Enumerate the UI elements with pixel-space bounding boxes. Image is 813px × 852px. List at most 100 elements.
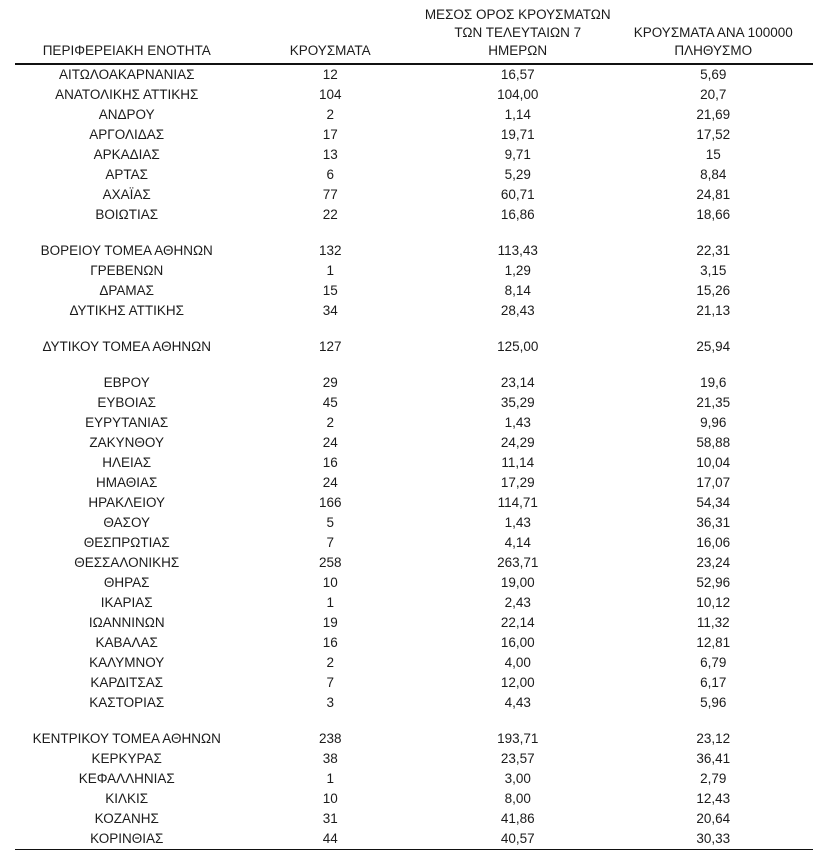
- region-cell: ΗΛΕΙΑΣ: [102, 455, 152, 470]
- region-cell: ΕΒΡΟΥ: [103, 375, 150, 390]
- avg7-cell: 8,14: [504, 283, 531, 298]
- region-cell: ΘΑΣΟΥ: [103, 515, 151, 530]
- avg7-cell: 263,71: [497, 555, 539, 570]
- cases-cell: 15: [322, 283, 338, 298]
- avg7-cell: 125,00: [497, 339, 539, 354]
- per100k-cell: 23,24: [696, 555, 731, 570]
- per100k-cell: 20,7: [700, 87, 727, 102]
- per100k-cell: 18,66: [696, 207, 731, 222]
- table-row: ΕΥΡΥΤΑΝΙΑΣ 2 1,43 9,96: [15, 413, 813, 433]
- cases-cell: 1: [326, 263, 334, 278]
- table-row: ΖΑΚΥΝΘΟΥ 24 24,29 58,88: [15, 433, 813, 453]
- table-row: ΕΒΡΟΥ 29 23,14 19,6: [15, 373, 813, 393]
- per100k-cell: 21,69: [696, 107, 731, 122]
- per100k-cell: 19,6: [700, 375, 727, 390]
- avg7-cell: 3,00: [504, 771, 531, 786]
- per100k-cell: 30,33: [696, 831, 731, 846]
- per100k-cell: 9,96: [700, 415, 727, 430]
- table-row: ΔΥΤΙΚΟΥ ΤΟΜΕΑ ΑΘΗΝΩΝ 127 125,00 25,94: [15, 337, 813, 357]
- per100k-cell: 3,15: [700, 263, 727, 278]
- cases-cell: 127: [318, 339, 342, 354]
- avg7-cell: 41,86: [500, 811, 535, 826]
- col-header-region: ΠΕΡΙΦΕΡΕΙΑΚΗ ΕΝΟΤΗΤΑ: [15, 6, 239, 65]
- table-row: ΒΟΡΕΙΟΥ ΤΟΜΕΑ ΑΘΗΝΩΝ 132 113,43 22,31: [15, 241, 813, 261]
- avg7-cell: 23,14: [500, 375, 535, 390]
- table-row: ΑΝΑΤΟΛΙΚΗΣ ΑΤΤΙΚΗΣ 104 104,00 20,7: [15, 85, 813, 105]
- region-cell: ΕΥΡΥΤΑΝΙΑΣ: [85, 415, 169, 430]
- avg7-cell: 4,43: [504, 695, 531, 710]
- region-cell: ΘΗΡΑΣ: [103, 575, 150, 590]
- region-cell: ΓΡΕΒΕΝΩΝ: [90, 263, 164, 278]
- cases-cell: 1: [326, 595, 334, 610]
- cases-cell: 13: [322, 147, 338, 162]
- table-row: ΑΧΑΪΑΣ 77 60,71 24,81: [15, 185, 813, 205]
- table-row: ΕΥΒΟΙΑΣ 45 35,29 21,35: [15, 393, 813, 413]
- region-cell: ΚΕΦΑΛΛΗΝΙΑΣ: [78, 771, 175, 786]
- cases-cell: 29: [322, 375, 338, 390]
- avg7-cell: 8,00: [504, 791, 531, 806]
- per100k-cell: 17,52: [696, 127, 731, 142]
- avg7-cell: 5,29: [504, 167, 531, 182]
- table-row: ΔΡΑΜΑΣ 15 8,14 15,26: [15, 281, 813, 301]
- region-cell: ΚΕΡΚΥΡΑΣ: [91, 751, 162, 766]
- group-spacer-cell: [15, 713, 813, 729]
- per100k-cell: 16,06: [696, 535, 731, 550]
- table-header-row: ΠΕΡΙΦΕΡΕΙΑΚΗ ΕΝΟΤΗΤΑ ΚΡΟΥΣΜΑΤΑ ΜΕΣΟΣ ΟΡΟ…: [15, 6, 813, 65]
- per100k-cell: 15,26: [696, 283, 731, 298]
- region-cell: ΒΟΙΩΤΙΑΣ: [95, 207, 159, 222]
- region-cell: ΑΝΔΡΟΥ: [98, 107, 155, 122]
- table-row: ΚΑΡΔΙΤΣΑΣ 7 12,00 6,17: [15, 673, 813, 693]
- per100k-cell: 54,34: [696, 495, 731, 510]
- table-row: ΘΗΡΑΣ 10 19,00 52,96: [15, 573, 813, 593]
- per100k-cell: 24,81: [696, 187, 731, 202]
- cases-cell: 5: [326, 515, 334, 530]
- table-row: ΚΟΡΙΝΘΙΑΣ 44 40,57 30,33: [15, 829, 813, 850]
- region-cell: ΑΡΓΟΛΙΔΑΣ: [89, 127, 165, 142]
- table-row: ΙΚΑΡΙΑΣ 1 2,43 10,12: [15, 593, 813, 613]
- region-cell: ΙΩΑΝΝΙΝΩΝ: [88, 615, 165, 630]
- avg7-cell: 19,00: [500, 575, 535, 590]
- region-cell: ΗΡΑΚΛΕΙΟΥ: [88, 495, 166, 510]
- cases-cell: 258: [318, 555, 342, 570]
- table-row: ΚΑΒΑΛΑΣ 16 16,00 12,81: [15, 633, 813, 653]
- cases-cell: 238: [318, 731, 342, 746]
- table-row: ΑΡΤΑΣ 6 5,29 8,84: [15, 165, 813, 185]
- region-cell: ΘΕΣΠΡΩΤΙΑΣ: [83, 535, 170, 550]
- table-row: ΚΙΛΚΙΣ 10 8,00 12,43: [15, 789, 813, 809]
- region-cell: ΖΑΚΥΝΘΟΥ: [89, 435, 165, 450]
- region-cell: ΙΚΑΡΙΑΣ: [100, 595, 153, 610]
- per100k-cell: 21,35: [696, 395, 731, 410]
- per100k-cell: 6,17: [700, 675, 727, 690]
- avg7-cell: 1,43: [504, 515, 531, 530]
- avg7-cell: 23,57: [500, 751, 535, 766]
- region-cell: ΑΝΑΤΟΛΙΚΗΣ ΑΤΤΙΚΗΣ: [55, 87, 199, 102]
- cases-cell: 31: [322, 811, 338, 826]
- region-cell: ΚΕΝΤΡΙΚΟΥ ΤΟΜΕΑ ΑΘΗΝΩΝ: [32, 731, 221, 746]
- group-spacer-cell: [15, 321, 813, 337]
- avg7-cell: 114,71: [497, 495, 538, 510]
- cases-cell: 34: [322, 303, 338, 318]
- table-header: ΠΕΡΙΦΕΡΕΙΑΚΗ ΕΝΟΤΗΤΑ ΚΡΟΥΣΜΑΤΑ ΜΕΣΟΣ ΟΡΟ…: [15, 6, 813, 65]
- col-header-per100k: ΚΡΟΥΣΜΑΤΑ ΑΝΑ 100000 ΠΛΗΘΥΣΜΟ: [613, 6, 813, 65]
- cases-cell: 2: [326, 415, 334, 430]
- cases-cell: 10: [322, 575, 338, 590]
- region-cell: ΔΡΑΜΑΣ: [99, 283, 155, 298]
- cases-cell: 10: [322, 791, 338, 806]
- per100k-cell: 58,88: [696, 435, 731, 450]
- cases-cell: 16: [322, 455, 338, 470]
- per100k-cell: 8,84: [700, 167, 727, 182]
- table-row: ΘΑΣΟΥ 5 1,43 36,31: [15, 513, 813, 533]
- per100k-cell: 2,79: [700, 771, 727, 786]
- table-row: ΑΡΚΑΔΙΑΣ 13 9,71 15: [15, 145, 813, 165]
- region-cell: ΑΧΑΪΑΣ: [102, 187, 151, 202]
- avg7-cell: 17,29: [500, 475, 535, 490]
- per100k-cell: 25,94: [696, 339, 731, 354]
- cases-cell: 166: [318, 495, 342, 510]
- region-cell: ΗΜΑΘΙΑΣ: [96, 475, 158, 490]
- per100k-cell: 6,79: [700, 655, 727, 670]
- per100k-cell: 22,31: [696, 243, 731, 258]
- table-row: ΔΥΤΙΚΗΣ ΑΤΤΙΚΗΣ 34 28,43 21,13: [15, 301, 813, 321]
- avg7-cell: 104,00: [497, 87, 539, 102]
- region-cell: ΚΟΖΑΝΗΣ: [94, 811, 159, 826]
- cases-cell: 77: [322, 187, 338, 202]
